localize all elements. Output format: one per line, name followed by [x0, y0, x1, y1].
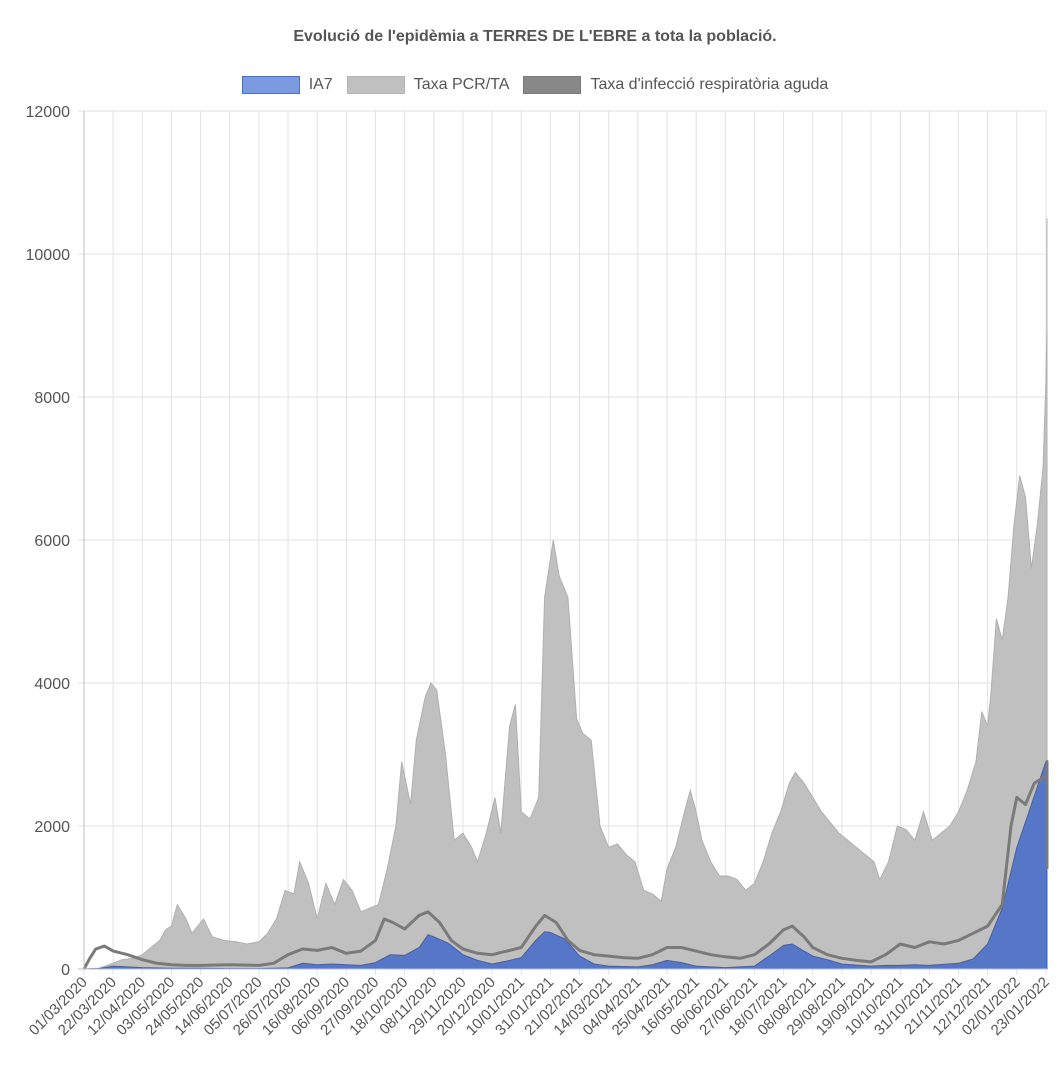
- legend-item-pcr-ta[interactable]: Taxa PCR/TA: [346, 76, 510, 94]
- y-tick-label: 6000: [34, 533, 70, 550]
- y-tick-label: 8000: [34, 390, 70, 407]
- legend-swatch-ia7: [241, 76, 300, 94]
- y-tick-label: 12000: [26, 104, 71, 121]
- legend-item-respiratory-infection[interactable]: Taxa d'infecció respiratòria aguda: [523, 76, 828, 94]
- legend-label-ia7: IA7: [308, 76, 333, 93]
- legend-swatch-pcr-ta: [346, 76, 405, 94]
- y-tick-label: 2000: [34, 819, 70, 836]
- chart-title: Evolució de l'epidèmia a TERRES DE L'EBR…: [293, 28, 777, 45]
- series-area-pcr-ta: [83, 218, 1048, 970]
- series-line-respiratory-infection: [82, 760, 1049, 970]
- y-tick-label: 4000: [34, 676, 70, 693]
- legend-swatch-respiratory-infection: [523, 76, 582, 94]
- y-tick-label: 0: [61, 962, 70, 979]
- legend-item-ia7[interactable]: IA7: [241, 76, 333, 94]
- legend-label-respiratory-infection: Taxa d'infecció respiratòria aguda: [590, 76, 829, 93]
- series-area-ia7: [83, 761, 1048, 970]
- y-tick-label: 10000: [26, 247, 71, 264]
- legend-label-pcr-ta: Taxa PCR/TA: [413, 76, 510, 93]
- chart-legend: IA7 Taxa PCR/TA Taxa d'infecció respirat…: [0, 76, 1062, 94]
